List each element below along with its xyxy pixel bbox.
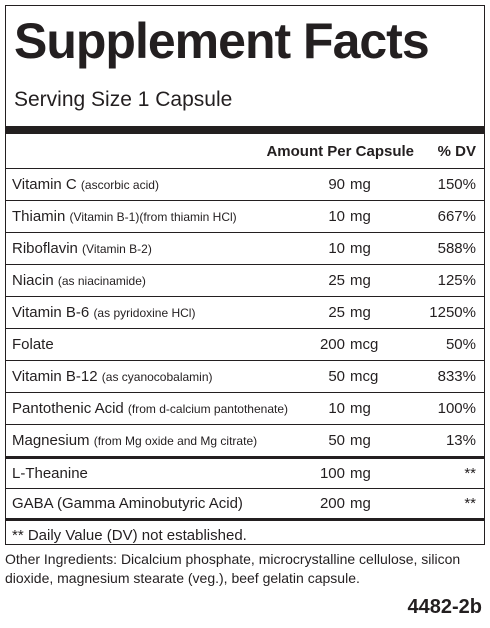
- nutrient: GABA (Gamma Aminobutyric Acid): [12, 494, 243, 512]
- rule: [6, 392, 484, 393]
- thick-rule: [6, 518, 484, 521]
- nutrient: Vitamin B-12: [12, 367, 98, 385]
- amount: 200: [319, 335, 345, 353]
- nutrient: Niacin: [12, 271, 54, 289]
- nutrient-note: (from d-calcium pantothenate): [127, 401, 288, 416]
- unit: mcg: [350, 367, 379, 385]
- thick-rule: [6, 456, 484, 459]
- unit: mg: [350, 239, 371, 257]
- amount: 10: [328, 207, 345, 225]
- daily-value: 100%: [437, 399, 476, 417]
- amount: 90: [328, 175, 345, 193]
- nutrient-note: (as niacinamide): [57, 273, 146, 288]
- unit: mg: [350, 431, 371, 449]
- column-header: % DV: [437, 143, 476, 160]
- nutrient-name: L-Theanine: [12, 465, 88, 483]
- amount: 200: [319, 494, 345, 512]
- nutrient-note: (from Mg oxide and Mg citrate): [93, 433, 258, 448]
- nutrient-name: Vitamin B-6 (as pyridoxine HCl): [12, 304, 195, 322]
- rule: [6, 168, 484, 169]
- title: Supplement Facts: [14, 13, 430, 69]
- amount: 50: [328, 431, 345, 449]
- daily-value: **: [464, 464, 476, 482]
- amount: 100: [319, 464, 345, 482]
- nutrient-name: Vitamin C (ascorbic acid): [12, 176, 159, 194]
- nutrient-note: (as cyanocobalamin): [101, 369, 213, 384]
- daily-value: 150%: [437, 175, 476, 193]
- nutrient: Pantothenic Acid: [12, 399, 124, 417]
- daily-value: **: [464, 494, 476, 512]
- amount: 10: [328, 399, 345, 417]
- amount: 50: [328, 367, 345, 385]
- nutrient-name: Thiamin (Vitamin B-1)(from thiamin HCl): [12, 208, 237, 226]
- daily-value: 50%: [445, 335, 476, 353]
- nutrient-name: Magnesium (from Mg oxide and Mg citrate): [12, 432, 257, 450]
- nutrient: L-Theanine: [12, 464, 88, 482]
- unit: mg: [350, 399, 371, 417]
- rule: [6, 264, 484, 265]
- rule: [6, 360, 484, 361]
- nutrient-name: Riboflavin (Vitamin B-2): [12, 240, 152, 258]
- product-code: 4482-2b: [407, 596, 483, 618]
- rule: [6, 424, 484, 425]
- rule: [6, 328, 484, 329]
- nutrient: Riboflavin: [12, 239, 78, 257]
- nutrient-note: (as pyridoxine HCl): [93, 305, 196, 320]
- daily-value: 667%: [437, 207, 476, 225]
- nutrient-name: Niacin (as niacinamide): [12, 272, 146, 290]
- daily-value: 588%: [437, 239, 476, 257]
- unit: mg: [350, 175, 371, 193]
- nutrient-note: (Vitamin B-1)(from thiamin HCl): [69, 209, 237, 224]
- unit: mg: [350, 464, 371, 482]
- rule: [6, 200, 484, 201]
- column-header: Amount Per Capsule: [266, 143, 414, 160]
- nutrient: Vitamin B-6: [12, 303, 90, 321]
- unit: mg: [350, 207, 371, 225]
- amount: 25: [328, 271, 345, 289]
- nutrient: Magnesium: [12, 431, 90, 449]
- nutrient: Thiamin: [12, 207, 66, 225]
- daily-value: 125%: [437, 271, 476, 289]
- unit: mcg: [350, 335, 379, 353]
- daily-value: 833%: [437, 367, 476, 385]
- footnote: ** Daily Value (DV) not established.: [12, 527, 247, 544]
- unit: mg: [350, 494, 371, 512]
- rule: [6, 232, 484, 233]
- nutrient: Vitamin C: [12, 175, 77, 193]
- nutrient-name: Vitamin B-12 (as cyanocobalamin): [12, 368, 213, 386]
- amount: 25: [328, 303, 345, 321]
- nutrient-name: Folate: [12, 336, 54, 354]
- amount: 10: [328, 239, 345, 257]
- other-ingredients: Other Ingredients: Dicalcium phosphate, …: [5, 551, 461, 586]
- daily-value: 13%: [445, 431, 476, 449]
- daily-value: 1250%: [429, 303, 476, 321]
- rule: [6, 488, 484, 489]
- serving-size: Serving Size 1 Capsule: [14, 88, 233, 111]
- unit: mg: [350, 303, 371, 321]
- nutrient-name: Pantothenic Acid (from d-calcium pantoth…: [12, 400, 288, 418]
- nutrient: Folate: [12, 335, 54, 353]
- unit: mg: [350, 271, 371, 289]
- thick-rule: [6, 126, 484, 134]
- facts-panel: Supplement Facts Serving Size 1 Capsule …: [5, 5, 485, 545]
- rule: [6, 296, 484, 297]
- nutrient-note: (ascorbic acid): [80, 177, 159, 192]
- nutrient-note: (Vitamin B-2): [82, 241, 152, 256]
- nutrient-name: GABA (Gamma Aminobutyric Acid): [12, 495, 243, 513]
